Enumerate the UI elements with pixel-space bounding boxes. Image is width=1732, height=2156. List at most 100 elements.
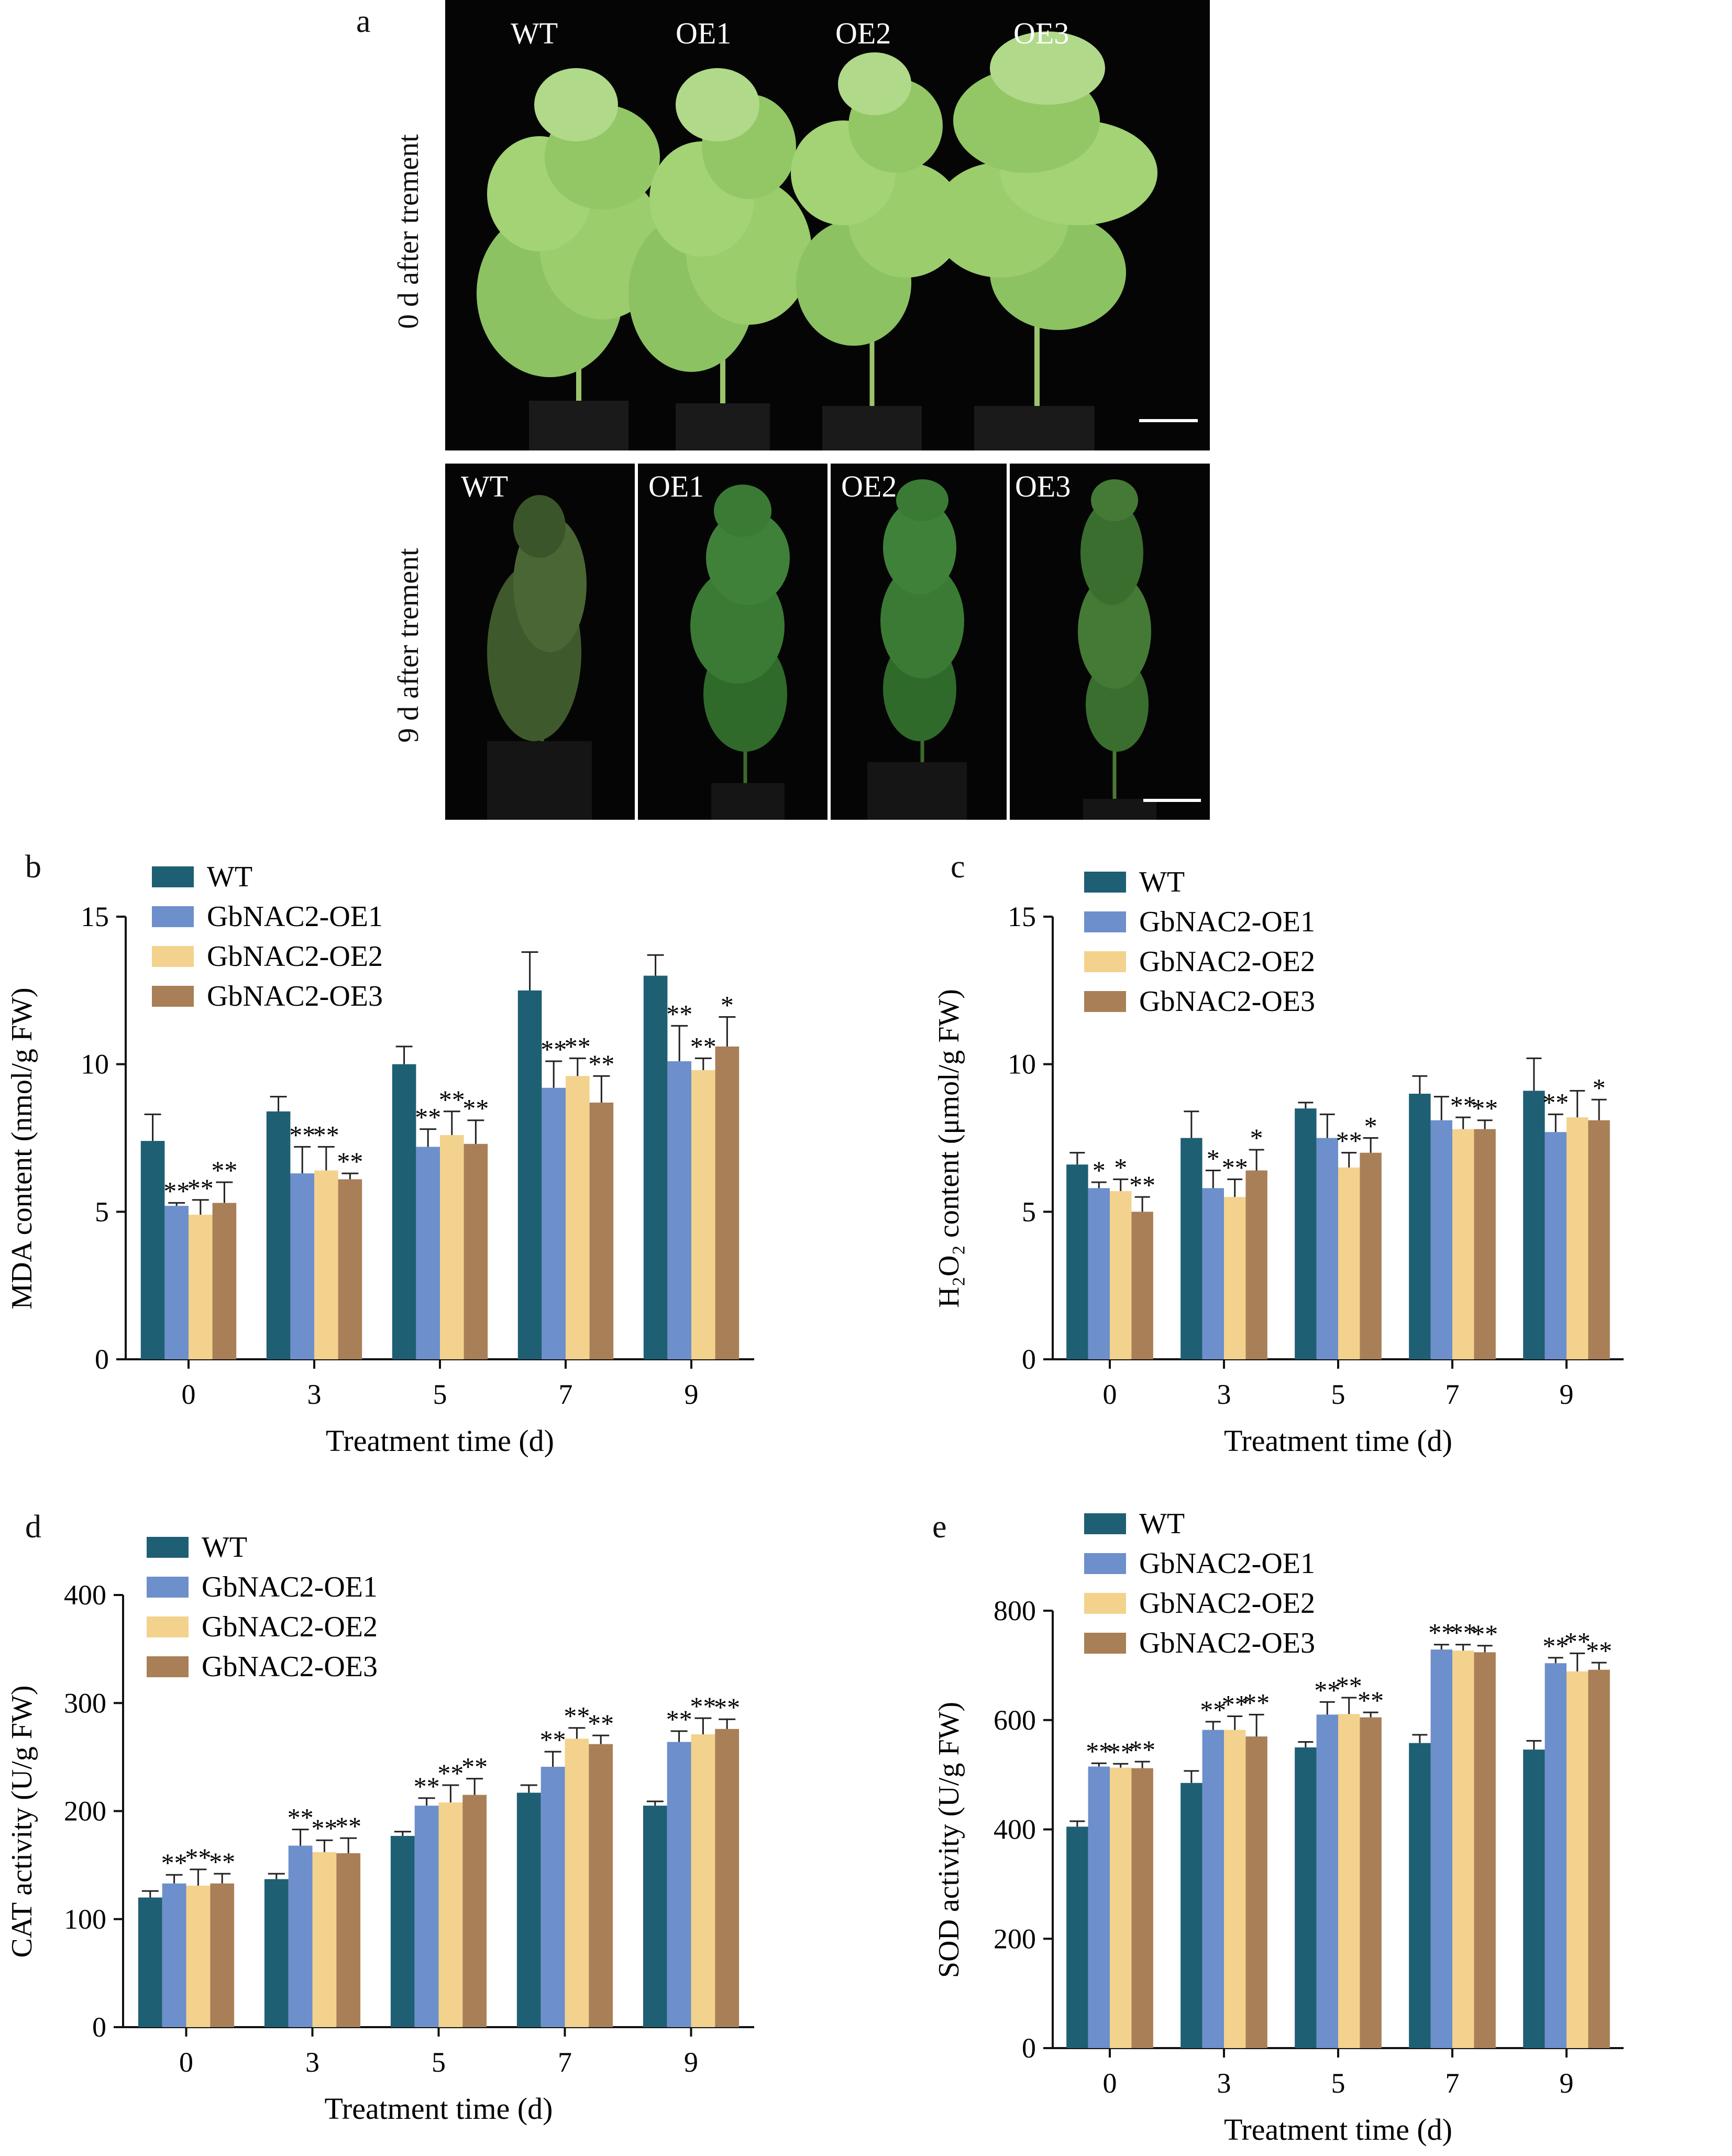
legend-label: WT <box>1139 866 1185 898</box>
y-tick-label: 0 <box>92 2011 106 2043</box>
x-tick-label: 5 <box>1331 1379 1345 1410</box>
x-tick-label: 5 <box>433 1379 447 1410</box>
bar <box>1430 1120 1452 1359</box>
panel-d-letter: d <box>25 1509 41 1545</box>
bar <box>1545 1663 1566 2048</box>
y-axis-label: SOD activity (U/g FW) <box>933 1702 965 1978</box>
bar <box>266 1111 291 1359</box>
significance-mark: ** <box>1336 1126 1362 1156</box>
bar <box>1545 1132 1566 1359</box>
bar <box>210 1883 235 2027</box>
bar <box>715 1729 740 2027</box>
photo-0d-label-wt: WT <box>511 16 558 50</box>
plant-oe1-0d <box>628 68 812 450</box>
x-tick-label: 7 <box>559 1379 573 1410</box>
significance-mark: ** <box>1564 1626 1591 1656</box>
bar <box>1338 1167 1360 1359</box>
significance-mark: ** <box>1336 1671 1362 1700</box>
row-label-0d: 0 d after trement <box>392 134 425 329</box>
plant-wt-9d <box>487 495 592 820</box>
y-axis-label: CAT activity (U/g FW) <box>6 1685 38 1957</box>
significance-mark: ** <box>1129 1170 1155 1200</box>
bar <box>462 1795 487 2027</box>
x-axis-label: Treatment time (d) <box>1224 1424 1452 1458</box>
significance-mark: ** <box>588 1709 614 1738</box>
photo-0d-label-oe1: OE1 <box>676 16 732 50</box>
bar <box>264 1879 289 2027</box>
x-tick-label: 3 <box>1217 1379 1231 1410</box>
photo-9d-label-oe1: OE1 <box>648 469 704 503</box>
y-tick-label: 200 <box>994 1923 1036 1954</box>
significance-mark: ** <box>666 999 692 1028</box>
bar <box>566 1076 590 1359</box>
x-tick-label: 3 <box>307 1379 322 1410</box>
x-tick-label: 9 <box>1560 2067 1574 2099</box>
y-tick-label: 15 <box>81 901 109 932</box>
bar <box>516 1792 541 2027</box>
significance-mark: ** <box>1428 1618 1454 1647</box>
significance-mark: * <box>1250 1123 1263 1152</box>
legend-swatch <box>152 906 194 927</box>
bar <box>1360 1152 1382 1359</box>
bar <box>336 1853 361 2027</box>
bar <box>1245 1170 1267 1359</box>
significance-mark: ** <box>461 1752 488 1781</box>
bar <box>164 1206 189 1359</box>
y-tick-label: 600 <box>994 1704 1036 1736</box>
significance-mark: * <box>1207 1143 1220 1173</box>
bar <box>1295 1108 1317 1359</box>
legend-swatch <box>1084 1593 1126 1614</box>
bar <box>643 975 668 1359</box>
x-tick-label: 5 <box>432 2047 446 2078</box>
significance-mark: ** <box>1472 1094 1498 1123</box>
y-tick-label: 5 <box>95 1196 109 1227</box>
plant-wt-0d <box>477 68 665 450</box>
significance-mark: ** <box>1358 1686 1384 1715</box>
significance-mark: ** <box>1542 1087 1569 1117</box>
sod-chart: 0 200 400 600 800 SOD activity (U/g FW) Treatm… <box>933 1508 1624 2147</box>
y-tick-label: 10 <box>1008 1049 1036 1080</box>
bar <box>667 1742 691 2027</box>
plant-oe2-9d <box>867 479 967 820</box>
legend-label: WT <box>1139 1508 1185 1540</box>
photo-9d-wt: WT <box>445 464 635 820</box>
significance-mark: ** <box>185 1843 211 1872</box>
bar <box>1523 1750 1545 2048</box>
bar <box>1066 1827 1088 2048</box>
x-tick-label: 9 <box>1560 1379 1574 1410</box>
y-tick-label: 300 <box>64 1687 106 1719</box>
significance-mark: ** <box>1200 1695 1226 1724</box>
bar <box>1338 1714 1360 2048</box>
legend-swatch <box>147 1616 189 1637</box>
bar <box>290 1173 314 1359</box>
legend-label: GbNAC2-OE1 <box>1139 906 1315 938</box>
y-tick-label: 400 <box>64 1579 106 1611</box>
bar <box>1566 1117 1588 1359</box>
plant-oe3-0d <box>932 31 1157 450</box>
photo-9d-oe2: OE2 <box>831 464 1007 820</box>
bar <box>1588 1120 1610 1359</box>
legend-label: GbNAC2-OE3 <box>1139 985 1315 1018</box>
legend-label: GbNAC2-OE1 <box>1139 1547 1315 1580</box>
bar <box>691 1734 715 2027</box>
significance-mark: ** <box>565 1031 591 1061</box>
legend-label: GbNAC2-OE2 <box>1139 1587 1315 1620</box>
photo-9d-label-oe2: OE2 <box>841 469 897 503</box>
bar <box>1181 1783 1203 2048</box>
significance-mark: ** <box>163 1176 190 1205</box>
photo-0d-label-oe3: OE3 <box>1013 16 1069 50</box>
y-tick-label: 10 <box>81 1049 109 1080</box>
y-tick-label: 15 <box>1008 901 1036 932</box>
x-tick-label: 7 <box>558 2047 572 2078</box>
bar <box>1523 1091 1545 1359</box>
x-tick-label: 0 <box>179 2047 193 2078</box>
panel-c-letter: c <box>951 849 965 885</box>
significance-mark: ** <box>462 1094 489 1123</box>
significance-mark: ** <box>1450 1618 1476 1647</box>
y-tick-label: 100 <box>64 1904 106 1935</box>
bar <box>162 1883 186 2027</box>
bar <box>140 1141 165 1359</box>
panel-e-letter: e <box>932 1509 947 1545</box>
scale-bar-9d <box>1143 799 1201 802</box>
bar <box>189 1214 213 1359</box>
